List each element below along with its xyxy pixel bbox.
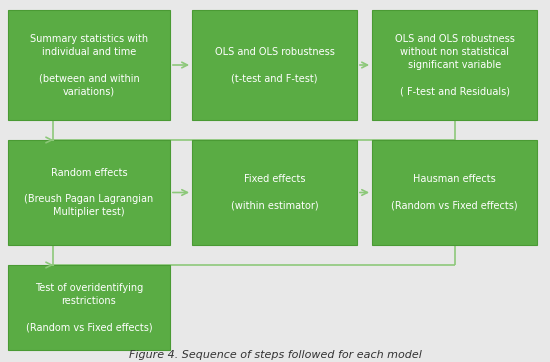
Text: OLS and OLS robustness

(t-test and F-test): OLS and OLS robustness (t-test and F-tes… — [214, 47, 334, 83]
Text: Random effects

(Breush Pagan Lagrangian
Multiplier test): Random effects (Breush Pagan Lagrangian … — [24, 168, 153, 217]
FancyBboxPatch shape — [8, 265, 170, 350]
FancyBboxPatch shape — [372, 10, 537, 120]
Text: Hausman effects

(Random vs Fixed effects): Hausman effects (Random vs Fixed effects… — [391, 174, 518, 211]
Text: Test of overidentifying
restrictions

(Random vs Fixed effects): Test of overidentifying restrictions (Ra… — [26, 283, 152, 332]
FancyBboxPatch shape — [372, 140, 537, 245]
FancyBboxPatch shape — [192, 140, 357, 245]
Text: Summary statistics with
individual and time

(between and within
variations): Summary statistics with individual and t… — [30, 34, 148, 96]
FancyBboxPatch shape — [8, 10, 170, 120]
FancyBboxPatch shape — [192, 10, 357, 120]
Text: Figure 4. Sequence of steps followed for each model: Figure 4. Sequence of steps followed for… — [129, 350, 421, 360]
Text: Fixed effects

(within estimator): Fixed effects (within estimator) — [230, 174, 318, 211]
Text: OLS and OLS robustness
without non statistical
significant variable

( F-test an: OLS and OLS robustness without non stati… — [394, 34, 514, 96]
FancyBboxPatch shape — [8, 140, 170, 245]
